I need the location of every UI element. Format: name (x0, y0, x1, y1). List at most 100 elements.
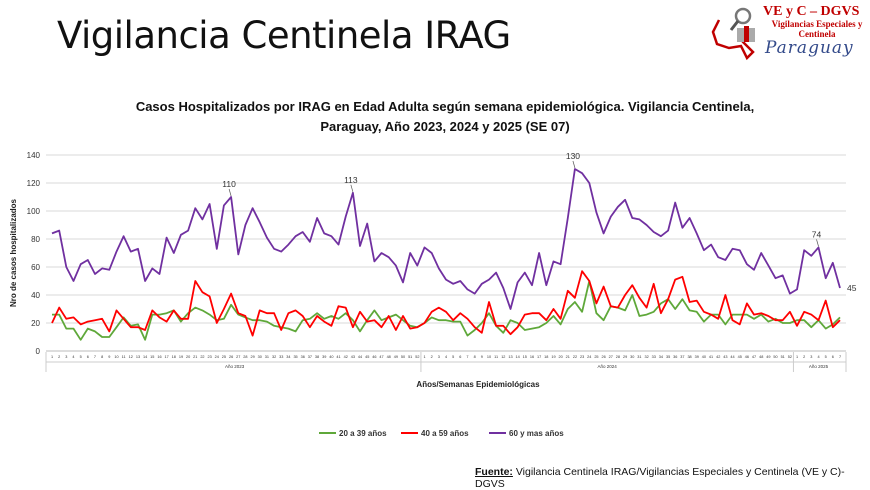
x-tick-label: 25 (594, 355, 598, 359)
x-tick-label: 9 (108, 355, 110, 359)
y-tick-label: 0 (36, 347, 41, 356)
y-tick-label: 60 (31, 263, 40, 272)
data-label: 110 (222, 179, 236, 189)
x-tick-label: 3 (438, 355, 440, 359)
x-tick-label: 8 (474, 355, 476, 359)
x-tick-label: 21 (193, 355, 197, 359)
x-tick-label: 4 (817, 355, 819, 359)
x-tick-label: 16 (530, 355, 534, 359)
series-line-1 (51, 270, 841, 337)
x-tick-label: 12 (501, 355, 505, 359)
x-tick-label: 25 (222, 355, 226, 359)
x-tick-label: 45 (738, 355, 742, 359)
x-tick-label: 26 (601, 355, 605, 359)
year-label: Año 2023 (225, 364, 245, 369)
x-tick-label: 29 (623, 355, 627, 359)
x-tick-label: 31 (637, 355, 641, 359)
x-tick-label: 15 (150, 355, 154, 359)
data-label: 130 (566, 151, 580, 161)
x-tick-label: 3 (810, 355, 812, 359)
x-tick-label: 7 (839, 355, 841, 359)
x-tick-label: 42 (344, 355, 348, 359)
x-tick-label: 1 (423, 355, 425, 359)
x-tick-label: 13 (508, 355, 512, 359)
x-tick-label: 20 (186, 355, 190, 359)
series-line-2 (51, 168, 841, 310)
x-tick-label: 2 (431, 355, 433, 359)
x-tick-label: 5 (452, 355, 454, 359)
logo-title: VE y C – DGVS (763, 4, 860, 19)
x-tick-label: 51 (781, 355, 785, 359)
x-tick-label: 48 (759, 355, 763, 359)
year-label: Año 2025 (809, 364, 829, 369)
x-tick-label: 23 (580, 355, 584, 359)
x-tick-label: 48 (387, 355, 391, 359)
x-tick-label: 13 (136, 355, 140, 359)
page-title: Vigilancia Centinela IRAG (57, 14, 511, 57)
x-tick-label: 40 (329, 355, 333, 359)
legend-label: 40 a 59 años (421, 429, 469, 438)
x-tick-label: 46 (372, 355, 376, 359)
y-tick-label: 100 (27, 207, 41, 216)
x-tick-label: 32 (272, 355, 276, 359)
x-tick-label: 21 (566, 355, 570, 359)
data-label: 113 (344, 175, 358, 185)
x-tick-label: 49 (394, 355, 398, 359)
y-axis-title: Nro de casos hospitalizados (9, 198, 18, 307)
x-tick-label: 49 (766, 355, 770, 359)
x-tick-label: 34 (286, 355, 290, 359)
x-tick-label: 14 (143, 355, 147, 359)
x-tick-label: 16 (157, 355, 161, 359)
x-tick-label: 10 (487, 355, 491, 359)
x-tick-label: 35 (293, 355, 297, 359)
x-tick-label: 12 (129, 355, 133, 359)
x-tick-label: 37 (680, 355, 684, 359)
chart-title-line2: Paraguay, Año 2023, 2024 y 2025 (SE 07) (320, 119, 570, 134)
x-tick-label: 11 (494, 355, 498, 359)
x-axis-title: Años/Semanas Epidemiológicas (416, 380, 540, 389)
y-tick-label: 80 (31, 235, 40, 244)
x-tick-label: 45 (365, 355, 369, 359)
x-tick-label: 27 (609, 355, 613, 359)
x-tick-label: 6 (459, 355, 461, 359)
x-tick-label: 1 (51, 355, 53, 359)
x-tick-label: 28 (243, 355, 247, 359)
x-tick-label: 19 (551, 355, 555, 359)
data-label-leader (572, 160, 576, 169)
x-tick-label: 38 (315, 355, 319, 359)
x-tick-label: 52 (415, 355, 419, 359)
x-tick-label: 39 (695, 355, 699, 359)
x-tick-label: 43 (351, 355, 355, 359)
series-line-0 (52, 280, 841, 341)
x-tick-label: 1 (796, 355, 798, 359)
x-tick-label: 44 (358, 355, 362, 359)
x-tick-label: 11 (122, 355, 126, 359)
x-tick-label: 38 (687, 355, 691, 359)
x-tick-label: 46 (745, 355, 749, 359)
x-tick-label: 26 (229, 355, 233, 359)
legend-label: 20 a 39 años (339, 429, 387, 438)
source-text: Vigilancia Centinela IRAG/Vigilancias Es… (475, 466, 845, 490)
x-tick-label: 33 (279, 355, 283, 359)
x-tick-label: 17 (537, 355, 541, 359)
x-tick-label: 33 (652, 355, 656, 359)
x-tick-label: 44 (730, 355, 734, 359)
paraguay-map-icon (711, 7, 755, 61)
data-label-leader (816, 239, 819, 247)
logo-subtitle: Vigilancias Especiales y Centinela (771, 19, 863, 39)
legend-label: 60 y mas años (509, 429, 564, 438)
x-tick-label: 41 (709, 355, 713, 359)
x-tick-label: 7 (466, 355, 468, 359)
x-tick-label: 50 (401, 355, 405, 359)
logo-country: Paraguay (765, 38, 854, 58)
year-label: Año 2024 (598, 364, 618, 369)
x-tick-label: 42 (716, 355, 720, 359)
x-tick-label: 22 (573, 355, 577, 359)
x-tick-label: 10 (114, 355, 118, 359)
x-tick-label: 47 (379, 355, 383, 359)
magnifier-icon (734, 7, 752, 25)
x-tick-label: 24 (215, 355, 219, 359)
data-label: 45 (847, 283, 857, 293)
data-label-leader (350, 184, 354, 192)
